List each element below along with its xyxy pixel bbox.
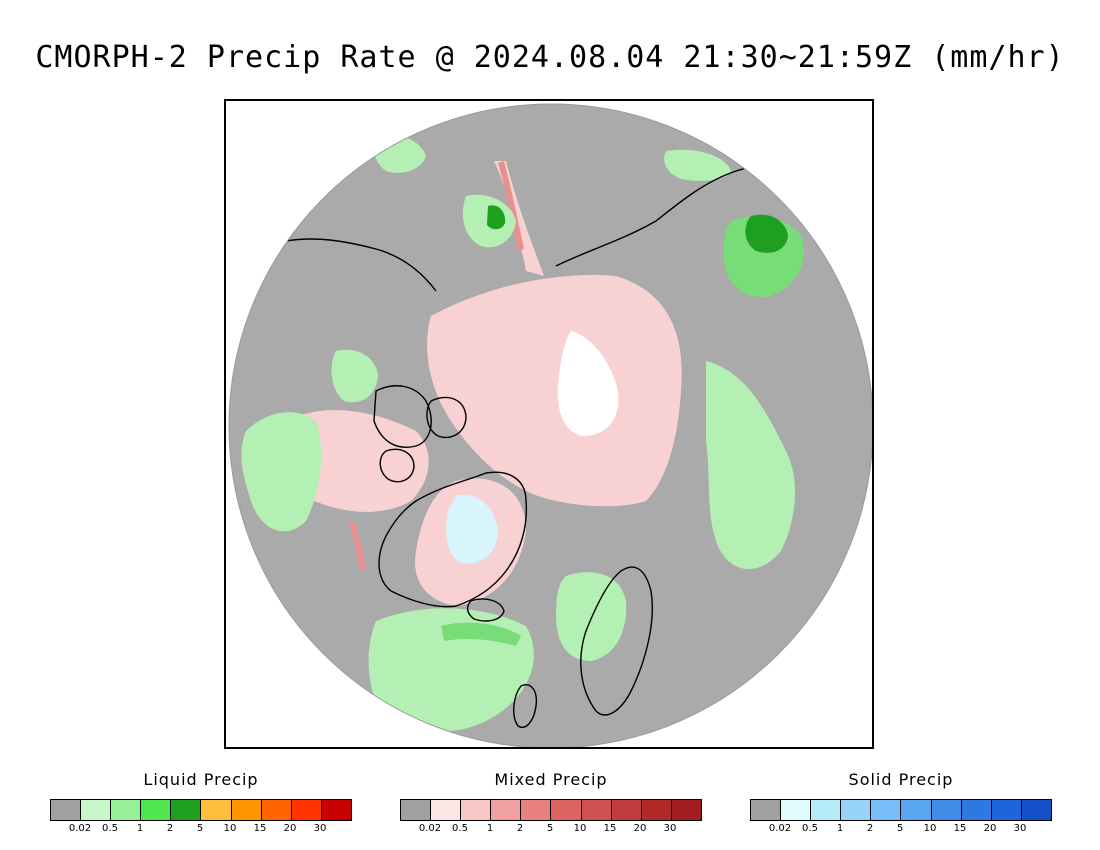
legend-tick-label: 20 <box>283 823 297 834</box>
legend-swatch <box>321 800 351 820</box>
legend-tick-label: 20 <box>633 823 647 834</box>
hudson-rain <box>331 349 378 403</box>
legend-tick-label: 30 <box>313 823 327 834</box>
labrador-mixed-streak <box>348 521 366 571</box>
legend-tick-label: 5 <box>546 823 554 834</box>
iceland-coastline <box>466 598 505 622</box>
legend-color-bar <box>400 799 702 821</box>
legend-swatch <box>141 800 172 820</box>
legend-tick-label: 15 <box>603 823 617 834</box>
legend-swatch <box>751 800 782 820</box>
legend-title: Solid Precip <box>848 770 954 789</box>
legend-swatch <box>431 800 462 820</box>
legend-mixed-precip: Mixed Precip 0.02 0.5 1 2 5 10 15 20 30 <box>400 770 702 835</box>
legend-swatch <box>781 800 812 820</box>
legend-tick-label: 10 <box>923 823 937 834</box>
map-title: CMORPH-2 Precip Rate @ 2024.08.04 21:30~… <box>35 40 1065 75</box>
legend-tick-label: 15 <box>953 823 967 834</box>
british-isles-coastline <box>513 684 538 728</box>
legend-swatch <box>81 800 112 820</box>
legend-tick-label: 15 <box>253 823 267 834</box>
map-disc-edge <box>228 103 872 747</box>
legend-swatch <box>401 800 432 820</box>
legend-swatch <box>641 800 672 820</box>
legend-color-bar <box>50 799 352 821</box>
legend-swatch <box>1021 800 1051 820</box>
legend-tick-label: 1 <box>836 823 844 834</box>
alaska-coastline <box>285 238 437 292</box>
legend-swatch <box>521 800 552 820</box>
legend-ticks: 0.02 0.5 1 2 5 10 15 20 30 <box>400 821 700 835</box>
legend-swatch <box>171 800 202 820</box>
legend-swatch <box>811 800 842 820</box>
legend-title: Mixed Precip <box>494 770 608 789</box>
legend-tick-label: 2 <box>166 823 174 834</box>
legend-tick-label: 30 <box>1013 823 1027 834</box>
legend-swatch <box>871 800 902 820</box>
legend-swatch <box>111 800 142 820</box>
legend-tick-label: 0.02 <box>68 823 92 834</box>
legend-swatch <box>201 800 232 820</box>
legend-ticks: 0.02 0.5 1 2 5 10 15 20 30 <box>750 821 1050 835</box>
iceland-rain <box>441 622 521 646</box>
legend-tick-label: 30 <box>663 823 677 834</box>
eurasia-light-rain <box>706 361 796 570</box>
legend-swatch <box>961 800 992 820</box>
legend-swatch <box>581 800 612 820</box>
canadian-archipelago-coastline <box>373 385 467 483</box>
greenland-snow-area <box>446 495 498 564</box>
legend-tick-label: 0.02 <box>768 823 792 834</box>
legend-title: Liquid Precip <box>143 770 259 789</box>
legend-tick-label: 2 <box>516 823 524 834</box>
legend-swatch <box>491 800 522 820</box>
legend-tick-label: 5 <box>896 823 904 834</box>
legend-tick-label: 0.5 <box>102 823 118 834</box>
legend-tick-label: 1 <box>486 823 494 834</box>
legend-swatch <box>841 800 872 820</box>
siberia-heavy-rain <box>745 214 788 253</box>
legend-tick-label: 1 <box>136 823 144 834</box>
bering-mixed-streak <box>498 161 524 251</box>
legend-swatch <box>51 800 82 820</box>
legend-swatch <box>671 800 701 820</box>
legend-solid-precip: Solid Precip 0.02 0.5 1 2 5 10 15 20 30 <box>750 770 1052 835</box>
legend-tick-label: 0.02 <box>418 823 442 834</box>
pole-snow-core <box>557 331 619 436</box>
legend-ticks: 0.02 0.5 1 2 5 10 15 20 30 <box>50 821 350 835</box>
legend-swatch <box>231 800 262 820</box>
alaska-heavy-rain <box>487 205 506 230</box>
legend-tick-label: 5 <box>196 823 204 834</box>
legend-swatch <box>461 800 492 820</box>
legend-liquid-precip: Liquid Precip 0.02 0.5 1 2 5 10 15 20 30 <box>50 770 352 835</box>
map-canvas <box>228 103 872 747</box>
arctic-mixed-precip-area <box>427 275 682 507</box>
legend-tick-label: 2 <box>866 823 874 834</box>
legend-tick-label: 10 <box>223 823 237 834</box>
legend-swatch <box>611 800 642 820</box>
legend-swatch <box>931 800 962 820</box>
legend-swatch <box>261 800 292 820</box>
legend-tick-label: 0.5 <box>802 823 818 834</box>
legend-tick-label: 10 <box>573 823 587 834</box>
scandinavia-coastline <box>580 566 653 716</box>
canada-rain <box>241 412 322 532</box>
legend-color-bar <box>750 799 1052 821</box>
scandinavia-rain <box>556 572 627 661</box>
legend-swatch <box>551 800 582 820</box>
north-pacific-rain <box>664 149 731 181</box>
polar-precip-map <box>224 99 874 749</box>
greenland-coastline <box>378 471 528 608</box>
legend-tick-label: 0.5 <box>452 823 468 834</box>
legend-swatch <box>991 800 1022 820</box>
legend-tick-label: 20 <box>983 823 997 834</box>
legend-swatch <box>901 800 932 820</box>
legend-swatch <box>291 800 322 820</box>
